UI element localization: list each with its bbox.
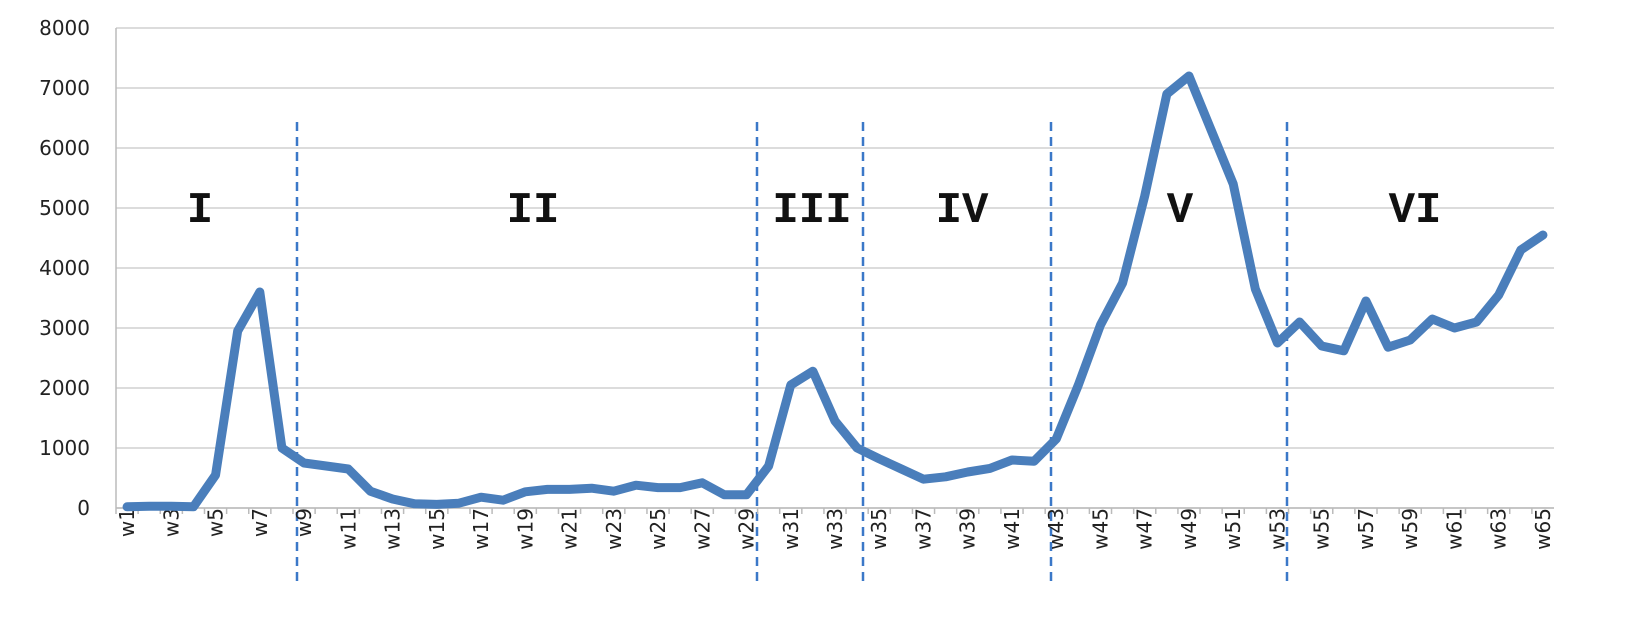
x-tick-label: w39: [956, 508, 980, 550]
y-tick-label: 0: [77, 496, 90, 520]
x-tick-label: w25: [646, 508, 670, 550]
x-tick-label: w41: [1000, 508, 1024, 550]
x-tick-label: w23: [602, 508, 626, 550]
y-tick-label: 6000: [39, 136, 90, 160]
period-label: V: [1167, 186, 1194, 236]
x-tick-label: w21: [558, 508, 582, 550]
x-tick-label: w45: [1088, 508, 1112, 550]
period-label: III: [772, 186, 851, 236]
y-tick-label: 1000: [39, 436, 90, 460]
x-tick-label: w29: [735, 508, 759, 550]
y-tick-label: 7000: [39, 76, 90, 100]
x-tick-label: w5: [204, 508, 228, 537]
y-tick-label: 8000: [39, 16, 90, 40]
x-tick-label: w27: [690, 508, 714, 550]
x-tick-label: w61: [1442, 508, 1466, 550]
y-tick-label: 5000: [39, 196, 90, 220]
x-tick-label: w9: [292, 508, 316, 537]
x-tick-label: w65: [1531, 508, 1555, 550]
x-tick-label: w47: [1133, 508, 1157, 550]
y-tick-label: 2000: [39, 376, 90, 400]
period-label: IV: [936, 186, 989, 236]
x-tick-label: w19: [513, 508, 537, 550]
period-label: II: [507, 186, 560, 236]
x-tick-label: w55: [1310, 508, 1334, 550]
x-tick-label: w51: [1221, 508, 1245, 550]
x-tick-label: w11: [336, 508, 360, 550]
x-tick-label: w13: [381, 508, 405, 550]
x-tick-label: w63: [1487, 508, 1511, 550]
period-label: VI: [1389, 186, 1442, 236]
x-tick-label: w49: [1177, 508, 1201, 550]
x-tick-label: w3: [159, 508, 183, 537]
period-label: I: [187, 186, 213, 236]
period-dividers: [295, 122, 1289, 582]
x-tick-label: w43: [1044, 508, 1068, 550]
x-tick-label: w59: [1398, 508, 1422, 550]
x-tick-label: w57: [1354, 508, 1378, 550]
x-tick-label: w53: [1265, 508, 1289, 550]
x-tick-label: w15: [425, 508, 449, 550]
x-tick-label: w17: [469, 508, 493, 550]
x-tick-label: w33: [823, 508, 847, 550]
x-tick-label: w1: [115, 508, 139, 537]
x-tick-label: w31: [779, 508, 803, 550]
y-tick-label: 3000: [39, 316, 90, 340]
line: [122, 71, 1548, 512]
x-tick-label: w7: [248, 508, 272, 537]
y-tick-label: 4000: [39, 256, 90, 280]
x-tick-label: w35: [867, 508, 891, 550]
x-tick-label: w37: [911, 508, 935, 550]
